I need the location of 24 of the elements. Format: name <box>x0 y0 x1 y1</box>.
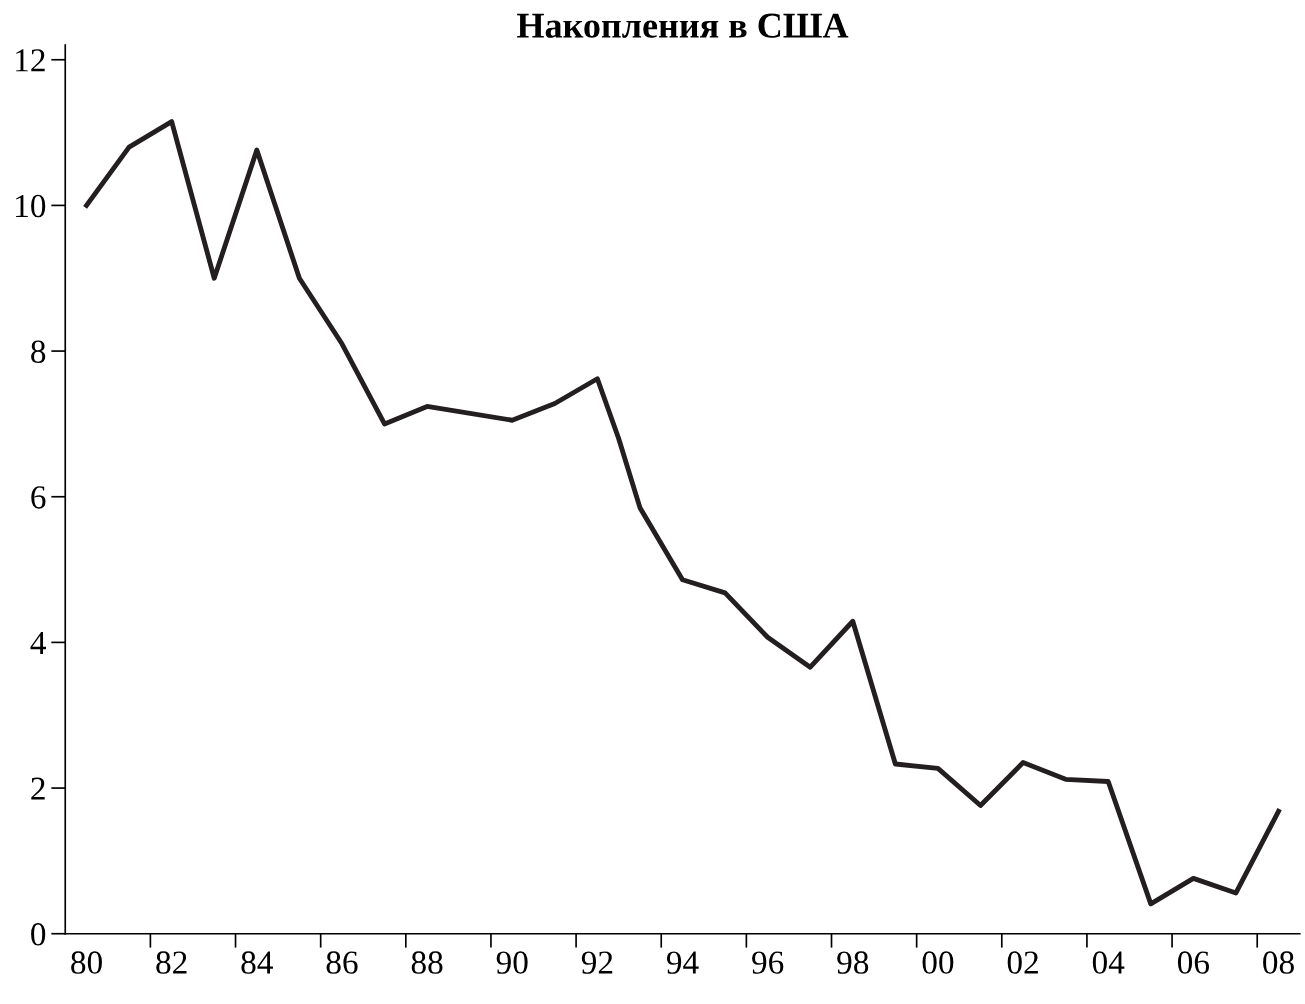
y-tick-label: 10 <box>16 194 46 218</box>
x-tick-label: 08 <box>1263 951 1294 974</box>
x-tick-label: 82 <box>156 951 187 974</box>
chart-title: Накопления в США <box>517 13 849 38</box>
x-tick-label: 86 <box>326 951 358 974</box>
x-tick-label: 80 <box>71 951 102 974</box>
x-tick-label: 90 <box>496 951 528 974</box>
x-tick-label: 06 <box>1177 951 1210 974</box>
x-tick-label: 96 <box>752 951 784 974</box>
y-tick-label: 0 <box>31 923 46 946</box>
y-tick-label: 12 <box>16 49 45 72</box>
y-tick-label: 8 <box>31 340 46 363</box>
x-tick-label: 98 <box>837 951 869 974</box>
x-tick-label: 94 <box>666 951 699 974</box>
x-tick-label: 02 <box>1007 951 1038 974</box>
y-tick-label: 2 <box>31 777 45 800</box>
x-tick-label: 00 <box>922 951 954 974</box>
x-tick-label: 88 <box>411 951 443 974</box>
line-series <box>84 119 1281 907</box>
y-tick-label: 4 <box>30 632 46 654</box>
x-tick-label: 84 <box>241 951 273 974</box>
x-tick-label: 04 <box>1092 951 1125 974</box>
y-tick-label: 6 <box>31 486 46 509</box>
x-tick-label: 92 <box>581 951 613 974</box>
